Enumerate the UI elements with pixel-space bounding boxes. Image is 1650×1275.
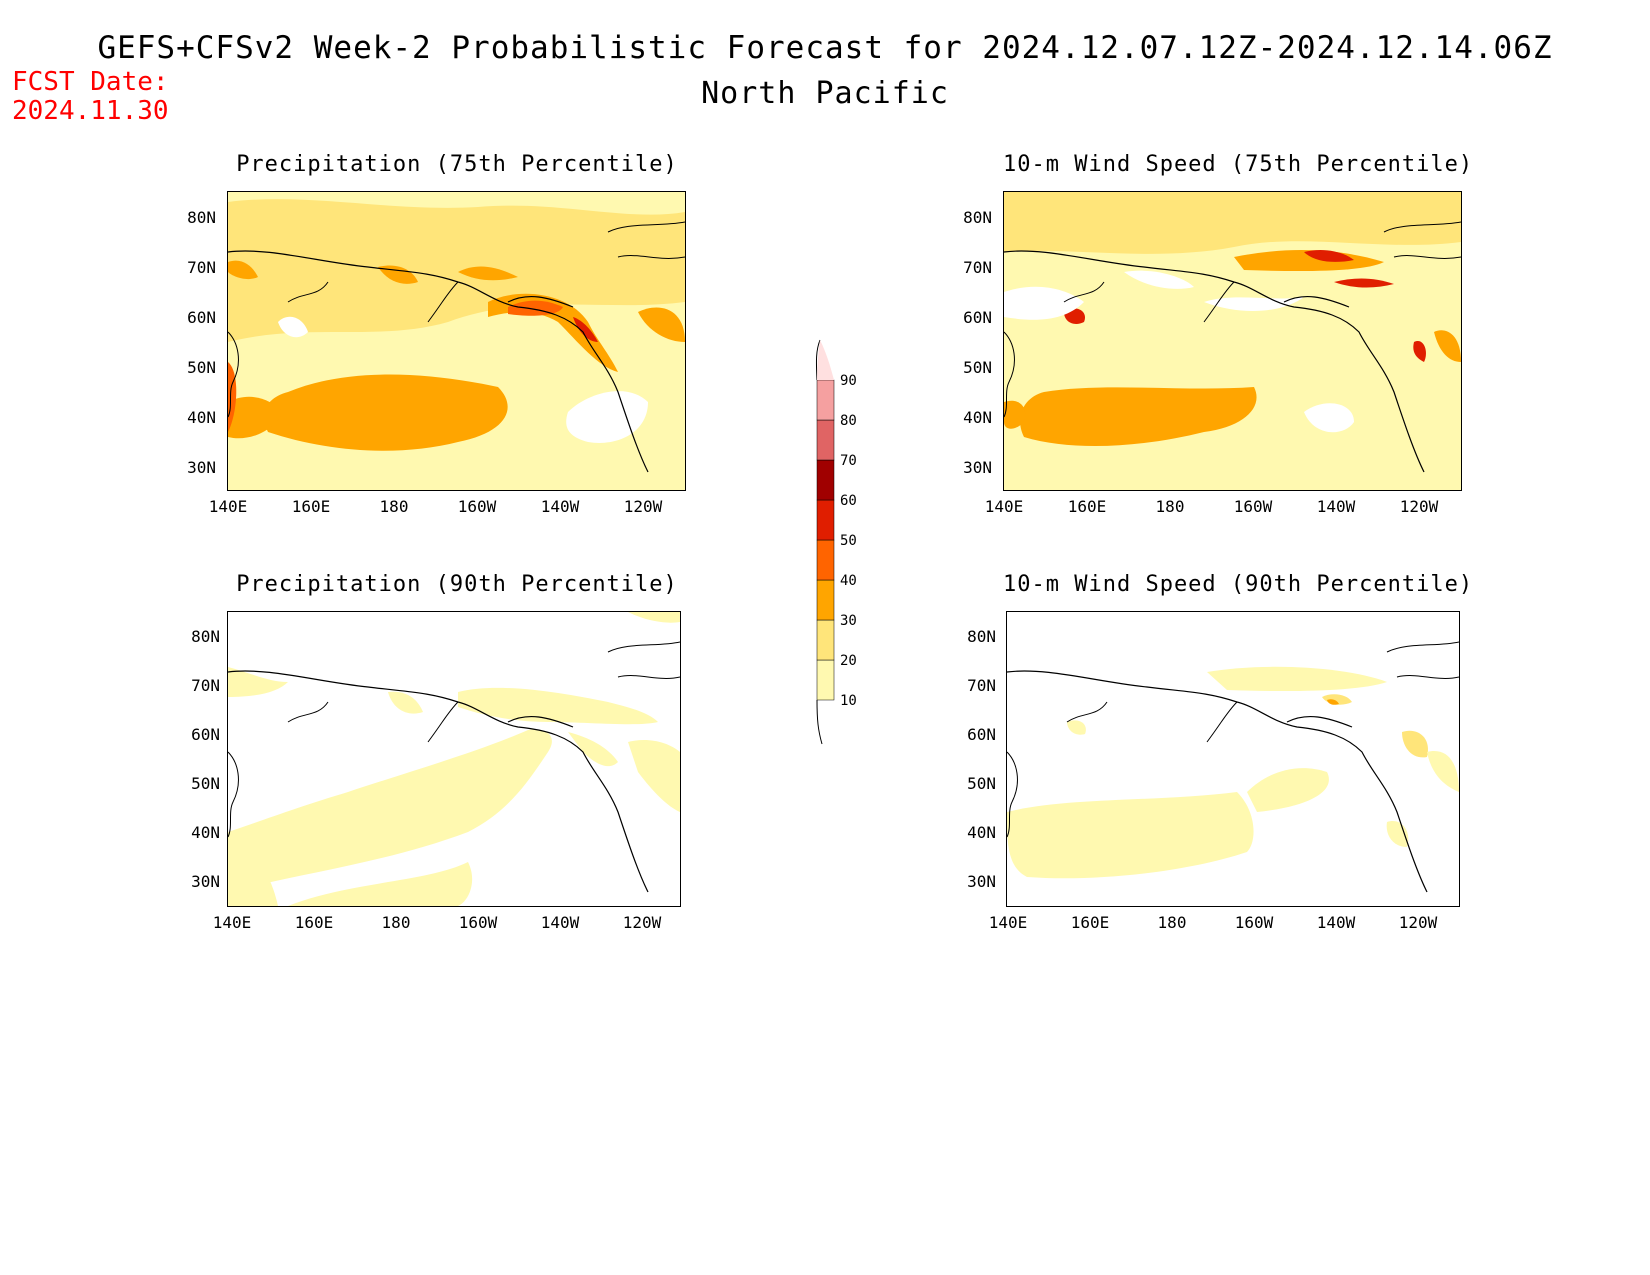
lon-label: 140E — [212, 913, 252, 932]
lon-label: 120W — [1398, 913, 1438, 932]
lat-label: 50N — [967, 774, 996, 793]
colorbar-swatch — [816, 459, 835, 501]
panel-title-wind-90: 10-m Wind Speed (90th Percentile) — [1003, 572, 1474, 597]
map-wind-75 — [1003, 191, 1462, 491]
lat-label: 50N — [191, 774, 220, 793]
colorbar-swatch — [816, 539, 835, 581]
lat-label: 70N — [187, 258, 216, 277]
lat-label: 80N — [187, 208, 216, 227]
lon-label: 140E — [988, 913, 1028, 932]
lon-label: 140W — [540, 497, 580, 516]
lon-label: 160E — [1067, 497, 1107, 516]
lon-label: 140E — [984, 497, 1024, 516]
colorbar-swatch — [816, 579, 835, 621]
colorbar-label: 10 — [840, 693, 857, 709]
forecast-date-value: 2024.11.30 — [12, 96, 169, 126]
colorbar-label: 60 — [840, 493, 857, 509]
map-wind-90 — [1006, 611, 1460, 907]
colorbar-label: 80 — [840, 413, 857, 429]
colorbar-label: 90 — [840, 373, 857, 389]
lon-label: 120W — [1399, 497, 1439, 516]
lon-label: 160E — [294, 913, 334, 932]
lon-label: 120W — [622, 913, 662, 932]
main-title: GEFS+CFSv2 Week-2 Probabilistic Forecast… — [97, 30, 1553, 66]
lat-label: 60N — [967, 725, 996, 744]
lon-label: 140W — [1316, 497, 1356, 516]
lat-label: 70N — [191, 676, 220, 695]
colorbar-swatch — [816, 619, 835, 661]
colorbar-graphic — [815, 339, 835, 745]
lat-label: 30N — [187, 458, 216, 477]
lon-label: 180 — [379, 497, 409, 516]
lon-label: 160W — [1234, 913, 1274, 932]
map-precip-75 — [227, 191, 686, 491]
lat-label: 80N — [963, 208, 992, 227]
colorbar-label: 30 — [840, 613, 857, 629]
lat-label: 80N — [967, 627, 996, 646]
colorbar-swatch — [816, 419, 835, 461]
lon-label: 160W — [457, 497, 497, 516]
lat-label: 40N — [187, 408, 216, 427]
lon-label: 140W — [1316, 913, 1356, 932]
lon-label: 160W — [1233, 497, 1273, 516]
forecast-date-label: FCST Date: — [12, 67, 169, 97]
panel-title-precip-90: Precipitation (90th Percentile) — [236, 572, 678, 597]
colorbar-label: 70 — [840, 453, 857, 469]
lat-label: 40N — [963, 408, 992, 427]
lat-label: 50N — [963, 358, 992, 377]
colorbar-swatch — [816, 379, 835, 421]
lon-label: 120W — [623, 497, 663, 516]
lon-label: 140E — [208, 497, 248, 516]
colorbar-swatch — [817, 340, 834, 380]
lon-label: 160E — [1070, 913, 1110, 932]
colorbar-label: 50 — [840, 533, 857, 549]
forecast-date-block: FCST Date: 2024.11.30 — [12, 68, 169, 126]
lat-label: 30N — [963, 458, 992, 477]
colorbar-label: 40 — [840, 573, 857, 589]
lat-label: 60N — [187, 308, 216, 327]
lon-label: 180 — [1157, 913, 1187, 932]
lat-label: 40N — [967, 823, 996, 842]
region-title: North Pacific — [701, 76, 949, 111]
colorbar-swatch — [816, 659, 835, 701]
lat-label: 50N — [187, 358, 216, 377]
lon-label: 180 — [381, 913, 411, 932]
colorbar: 90 80 70 60 50 40 30 20 10 — [800, 330, 880, 754]
lat-label: 40N — [191, 823, 220, 842]
lon-label: 180 — [1155, 497, 1185, 516]
lat-label: 70N — [967, 676, 996, 695]
lat-label: 30N — [967, 872, 996, 891]
lat-label: 30N — [191, 872, 220, 891]
lat-label: 60N — [963, 308, 992, 327]
map-precip-90 — [227, 611, 681, 907]
lat-label: 70N — [963, 258, 992, 277]
panel-title-wind-75: 10-m Wind Speed (75th Percentile) — [1003, 152, 1474, 177]
lat-label: 80N — [191, 627, 220, 646]
colorbar-swatch — [816, 499, 835, 541]
lon-label: 140W — [540, 913, 580, 932]
lon-label: 160W — [458, 913, 498, 932]
lat-label: 60N — [191, 725, 220, 744]
colorbar-label: 20 — [840, 653, 857, 669]
lon-label: 160E — [291, 497, 331, 516]
panel-title-precip-75: Precipitation (75th Percentile) — [236, 152, 678, 177]
